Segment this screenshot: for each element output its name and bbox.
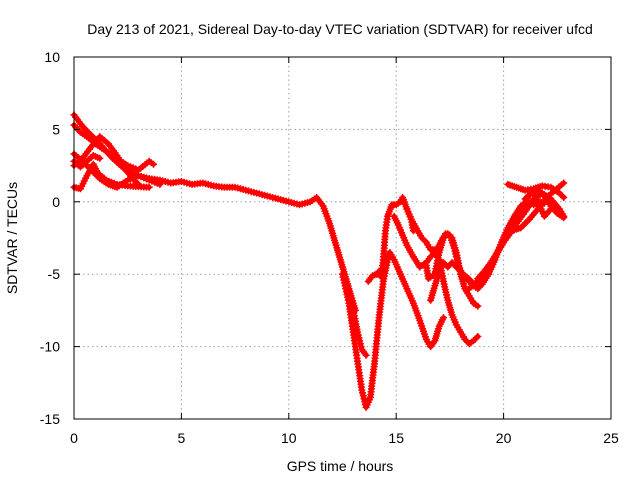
series-arc-12 bbox=[403, 205, 417, 235]
x-tick-label: 0 bbox=[70, 430, 78, 446]
y-tick-label: -5 bbox=[48, 266, 61, 282]
chart-title: Day 213 of 2021, Sidereal Day-to-day VTE… bbox=[87, 21, 593, 37]
series-arc-19 bbox=[495, 186, 555, 254]
x-tick-label: 15 bbox=[388, 430, 404, 446]
x-axis-label: GPS time / hours bbox=[287, 458, 394, 474]
y-tick-label: 0 bbox=[52, 194, 60, 210]
x-tick-label: 20 bbox=[496, 430, 512, 446]
series-arc-4 bbox=[70, 133, 142, 188]
series-markers bbox=[422, 230, 482, 310]
series-arc-7 bbox=[339, 249, 447, 411]
series-arc-9 bbox=[364, 267, 383, 285]
data-series bbox=[70, 111, 568, 411]
axis-ticks: 0 5 10 15 20 25 -15 -10 -5 0 5 10 bbox=[40, 49, 619, 446]
x-tick-label: 25 bbox=[603, 430, 619, 446]
plot-frame bbox=[73, 56, 612, 420]
y-tick-label: -10 bbox=[40, 339, 60, 355]
series-arc-5 bbox=[70, 160, 153, 193]
y-axis-label: SDTVAR / TECUs bbox=[4, 182, 20, 294]
series-markers bbox=[339, 249, 447, 411]
series-arc-6 bbox=[70, 152, 104, 171]
series-markers bbox=[403, 205, 417, 235]
series-markers bbox=[495, 186, 555, 254]
x-tick-label: 10 bbox=[281, 430, 297, 446]
x-tick-label: 5 bbox=[178, 430, 186, 446]
y-tick-label: 5 bbox=[52, 121, 60, 137]
y-tick-label: -15 bbox=[40, 411, 60, 427]
series-arc-8 bbox=[349, 306, 370, 359]
series-markers bbox=[349, 306, 370, 359]
y-tick-label: 10 bbox=[44, 49, 60, 65]
